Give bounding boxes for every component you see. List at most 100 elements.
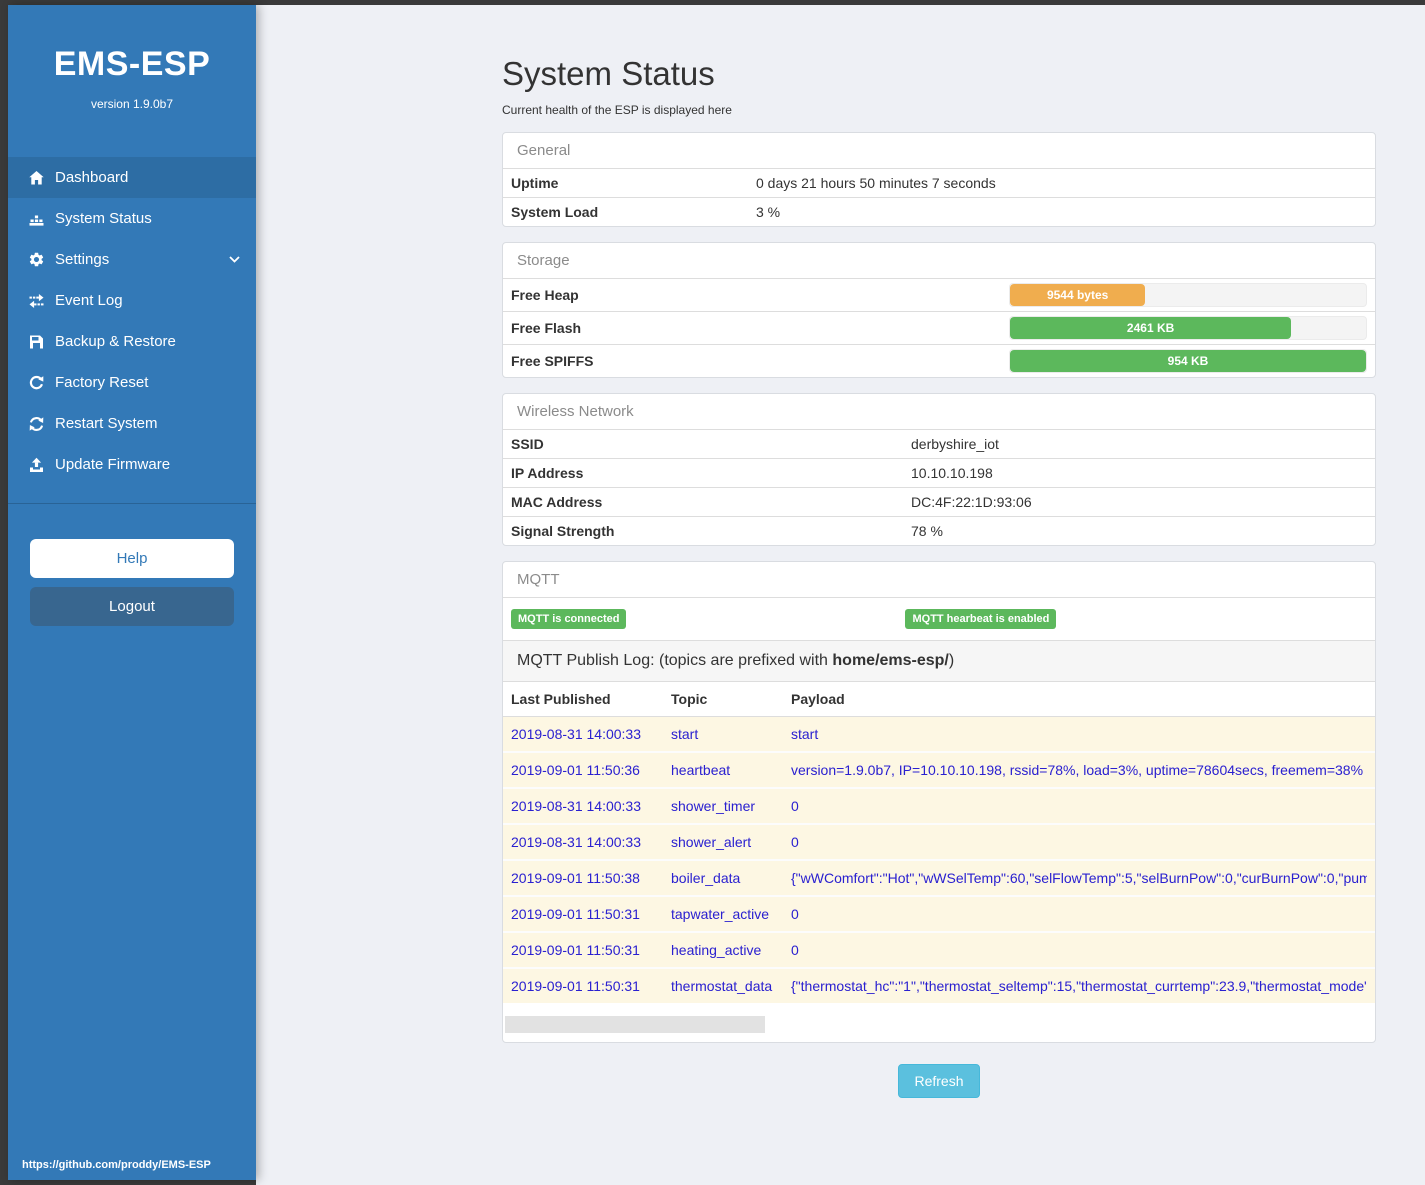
row-label: System Load	[511, 204, 599, 220]
progress-fill: 954 KB	[1010, 350, 1366, 372]
app-version: version 1.9.0b7	[90, 97, 174, 111]
mqtt-panel: MQTT MQTT is connected MQTT hearbeat is e…	[502, 561, 1376, 1043]
gear-icon	[28, 251, 55, 268]
row-value: 10.10.10.198	[911, 465, 993, 481]
log-payload: {"thermostat_hc":"1","thermostat_seltemp…	[791, 978, 1367, 994]
row-label: MAC Address	[511, 494, 603, 510]
progress-track: 9544 bytes	[1009, 283, 1367, 307]
progress-fill: 9544 bytes	[1010, 284, 1146, 306]
log-last-published: 2019-08-31 14:00:33	[511, 798, 641, 814]
table-row: MAC Address DC:4F:22:1D:93:06	[503, 487, 1375, 516]
sidebar-item-event-log[interactable]: Event Log	[8, 280, 256, 321]
status-badge: MQTT is connected	[511, 609, 627, 629]
sidebar-item-label: Update Firmware	[55, 456, 171, 473]
mqtt-log-title-prefix: MQTT Publish Log: (topics are prefixed w…	[517, 652, 833, 669]
mqtt-log-row: 2019-08-31 14:00:33 shower_alert 0	[503, 823, 1375, 859]
log-topic: heating_active	[671, 942, 762, 958]
sidebar-item-backup-restore[interactable]: Backup & Restore	[8, 321, 256, 362]
row-label: Uptime	[511, 175, 559, 191]
mqtt-panel-title: MQTT	[517, 571, 560, 588]
sidebar-item-update-firmware[interactable]: Update Firmware	[8, 444, 256, 485]
table-row: Free Heap 9544 bytes	[503, 278, 1375, 311]
row-label: IP Address	[511, 465, 584, 481]
mqtt-log-row: 2019-08-31 14:00:33 start start	[503, 716, 1375, 751]
home-icon	[28, 170, 55, 186]
log-payload: start	[791, 726, 819, 742]
sidebar-item-label: Backup & Restore	[55, 333, 176, 350]
sidebar-item-settings[interactable]: Settings	[8, 239, 256, 280]
row-label: Signal Strength	[511, 523, 615, 539]
progress-bar-cell: 954 KB	[1009, 349, 1367, 373]
sidebar-nav: Dashboard System Status Settings Event Log B…	[8, 157, 256, 485]
mqtt-topic-prefix: home/ems-esp/	[832, 652, 949, 669]
refresh-icon	[28, 416, 55, 432]
log-payload: 0	[791, 906, 799, 922]
page-title: System Status	[502, 55, 715, 92]
sidebar: EMS-ESP version 1.9.0b7 Dashboard System …	[8, 5, 256, 1180]
column-header-last-published: Last Published	[511, 691, 611, 707]
wireless-panel-title: Wireless Network	[517, 403, 634, 420]
sidebar-item-label: Factory Reset	[55, 374, 149, 391]
storage-panel: Storage Free Heap 9544 bytes Free Flash 246…	[502, 242, 1376, 378]
column-header-topic: Topic	[671, 691, 708, 707]
row-label: Free Heap	[511, 287, 579, 303]
progress-fill: 2461 KB	[1010, 317, 1292, 339]
sidebar-item-label: Settings	[55, 251, 110, 268]
storage-rows: Free Heap 9544 bytes Free Flash 2461 KB Free…	[503, 278, 1375, 377]
chevron-down-icon	[229, 256, 240, 263]
wireless-rows: SSID derbyshire_iot IP Address 10.10.10.198…	[503, 429, 1375, 545]
log-payload: 0	[791, 798, 799, 814]
app-brand: EMS-ESP	[53, 45, 211, 83]
scrollbar-thumb[interactable]	[505, 1016, 765, 1033]
mqtt-log-rows[interactable]: 2019-08-31 14:00:33 start start 2019-09-01 …	[503, 716, 1375, 1003]
progress-bar-cell: 9544 bytes	[1009, 283, 1367, 307]
mqtt-log-title-suffix: )	[948, 652, 955, 669]
mqtt-log-row: 2019-09-01 11:50:31 tapwater_active 0	[503, 895, 1375, 931]
general-panel: General Uptime 0 days 21 hours 50 minutes…	[502, 132, 1376, 227]
row-value: DC:4F:22:1D:93:06	[911, 494, 1032, 510]
page-subtitle: Current health of the ESP is displayed h…	[502, 103, 732, 117]
log-payload: 0	[791, 834, 799, 850]
github-link[interactable]: https://github.com/proddy/EMS-ESP	[22, 1159, 211, 1171]
row-value: 78 %	[911, 523, 943, 539]
sidebar-item-label: Dashboard	[55, 169, 129, 186]
log-topic: boiler_data	[671, 870, 741, 886]
sidebar-item-dashboard[interactable]: Dashboard	[8, 157, 256, 198]
log-last-published: 2019-09-01 11:50:31	[511, 942, 640, 958]
wireless-panel: Wireless Network SSID derbyshire_iot IP Ad…	[502, 393, 1376, 546]
log-payload: 0	[791, 942, 799, 958]
sidebar-item-factory-reset[interactable]: Factory Reset	[8, 362, 256, 403]
progress-track: 954 KB	[1009, 349, 1367, 373]
mqtt-log-row: 2019-09-01 11:50:36 heartbeat version=1.9.…	[503, 751, 1375, 787]
help-button[interactable]: Help	[30, 539, 234, 578]
sidebar-item-restart-system[interactable]: Restart System	[8, 403, 256, 444]
table-row: Free SPIFFS 954 KB	[503, 344, 1375, 377]
status-icon	[28, 211, 55, 227]
table-row: System Load 3 %	[503, 197, 1375, 226]
refresh-button[interactable]: Refresh	[898, 1064, 980, 1098]
sidebar-item-system-status[interactable]: System Status	[8, 198, 256, 239]
exchange-icon	[28, 293, 55, 309]
progress-bar-cell: 2461 KB	[1009, 316, 1367, 340]
mqtt-log-row: 2019-09-01 11:50:31 heating_active 0	[503, 931, 1375, 967]
mqtt-log-header: Last Published Topic Payload	[503, 681, 1375, 716]
row-label: Free SPIFFS	[511, 353, 594, 369]
log-topic: thermostat_data	[671, 978, 773, 994]
mqtt-log-row: 2019-09-01 11:50:38 boiler_data {"wWComfor…	[503, 859, 1375, 895]
progress-track: 2461 KB	[1009, 316, 1367, 340]
content: System Status Current health of the ESP …	[256, 5, 1376, 1098]
log-payload: version=1.9.0b7, IP=10.10.10.198, rssid=…	[791, 762, 1364, 778]
log-topic: heartbeat	[671, 762, 731, 778]
upload-icon	[28, 457, 55, 473]
log-topic: shower_timer	[671, 798, 756, 814]
log-last-published: 2019-08-31 14:00:33	[511, 834, 641, 850]
mqtt-log-title: MQTT Publish Log: (topics are prefixed w…	[503, 640, 1375, 681]
status-badge: MQTT hearbeat is enabled	[905, 609, 1057, 629]
horizontal-scrollbar	[503, 1003, 1375, 1042]
logout-button[interactable]: Logout	[30, 587, 234, 626]
row-label: Free Flash	[511, 320, 582, 336]
log-last-published: 2019-08-31 14:00:33	[511, 726, 641, 742]
column-header-payload: Payload	[791, 691, 845, 707]
table-row: Uptime 0 days 21 hours 50 minutes 7 secon…	[503, 168, 1375, 197]
